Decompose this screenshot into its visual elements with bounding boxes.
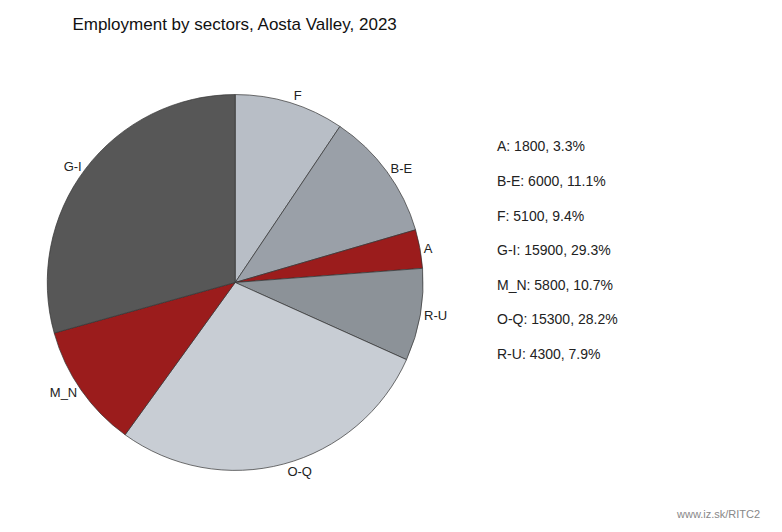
svg-text:A: A (424, 241, 433, 256)
svg-text:G-I: 15900, 29.3%: G-I: 15900, 29.3% (497, 242, 611, 258)
svg-text:A: 1800, 3.3%: A: 1800, 3.3% (497, 138, 585, 154)
svg-text:O-Q: O-Q (287, 464, 312, 479)
svg-text:O-Q: 15300, 28.2%: O-Q: 15300, 28.2% (497, 311, 618, 327)
svg-text:F: F (294, 88, 302, 103)
svg-text:www.iz.sk/RITC2: www.iz.sk/RITC2 (676, 508, 760, 520)
svg-text:M_N: 5800, 10.7%: M_N: 5800, 10.7% (497, 277, 613, 293)
svg-text:Employment by sectors, Aosta V: Employment by sectors, Aosta Valley, 202… (72, 15, 396, 34)
svg-text:R-U: 4300, 7.9%: R-U: 4300, 7.9% (497, 346, 601, 362)
svg-text:F: 5100, 9.4%: F: 5100, 9.4% (497, 208, 584, 224)
svg-text:B-E: B-E (391, 161, 413, 176)
svg-text:G-I: G-I (64, 159, 82, 174)
svg-text:M_N: M_N (50, 385, 77, 400)
svg-text:B-E: 6000, 11.1%: B-E: 6000, 11.1% (497, 173, 606, 189)
svg-text:R-U: R-U (424, 308, 447, 323)
